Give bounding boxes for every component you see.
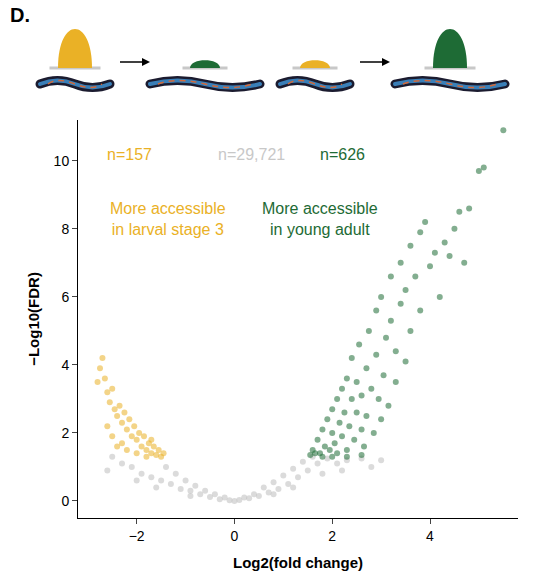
svg-text:6: 6	[61, 289, 69, 305]
svg-text:Log2(fold change): Log2(fold change)	[233, 554, 363, 571]
svg-text:n=29,721: n=29,721	[218, 146, 285, 163]
svg-text:n=157: n=157	[107, 146, 152, 163]
svg-text:0: 0	[231, 528, 239, 544]
html-text:D.: D.	[10, 4, 30, 26]
svg-text:8: 8	[61, 221, 69, 237]
svg-text:More accessiblein larval stage: More accessiblein larval stage 3	[110, 200, 226, 238]
svg-text:More accessiblein young adult: More accessiblein young adult	[262, 200, 378, 238]
svg-text:n=626: n=626	[320, 146, 365, 163]
svg-text:2: 2	[328, 528, 336, 544]
svg-text:−Log10(FDR): −Log10(FDR)	[25, 272, 42, 366]
svg-text:0: 0	[61, 493, 69, 509]
svg-text:4: 4	[61, 357, 69, 373]
svg-text:4: 4	[426, 528, 434, 544]
svg-text:−2: −2	[129, 528, 145, 544]
svg-text:2: 2	[61, 425, 69, 441]
svg-text:10: 10	[54, 153, 70, 169]
